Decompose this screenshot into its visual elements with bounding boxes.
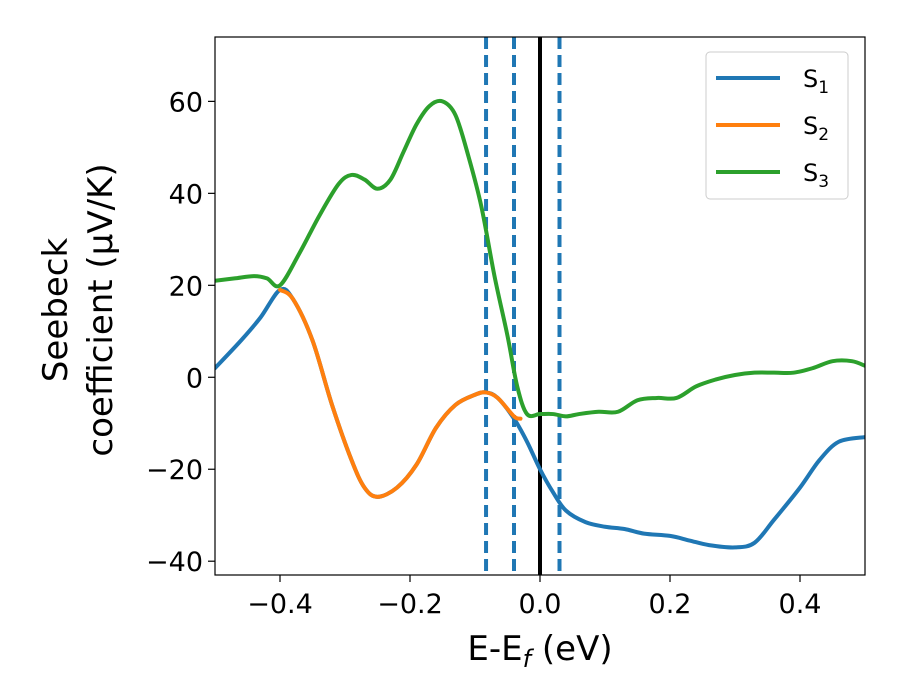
series-line-s2 <box>278 287 523 499</box>
series-layer <box>215 98 865 550</box>
y-tick-label: 20 <box>169 271 203 302</box>
y-axis-title-line1: Seebeck <box>36 238 76 383</box>
reference-lines <box>484 37 562 575</box>
legend-label-s3: S3 <box>803 159 829 192</box>
y-tick-label: 40 <box>169 179 203 210</box>
y-axis: −40 −20 0 20 40 60 <box>146 87 215 578</box>
x-axis-title: E-Ef (eV) <box>467 629 612 673</box>
x-axis: −0.4 −0.2 0.0 0.2 0.4 <box>247 575 821 620</box>
x-tick-label: −0.2 <box>377 589 443 620</box>
x-tick-label: 0.2 <box>649 589 692 620</box>
x-tick-label: −0.4 <box>247 589 313 620</box>
series-line-s3 <box>215 98 865 419</box>
x-tick-label: 0.4 <box>779 589 822 620</box>
x-tick-label: 0.0 <box>519 589 562 620</box>
legend: S1 S2 S3 <box>705 51 849 200</box>
y-tick-label: 0 <box>186 363 203 394</box>
y-tick-label: −20 <box>146 455 203 486</box>
y-tick-label: −40 <box>146 547 203 578</box>
y-axis-title-line2: coefficient (μV/K) <box>81 163 121 456</box>
legend-label-s1: S1 <box>803 65 829 98</box>
legend-label-s2: S2 <box>803 112 829 145</box>
y-tick-label: 60 <box>169 87 203 118</box>
